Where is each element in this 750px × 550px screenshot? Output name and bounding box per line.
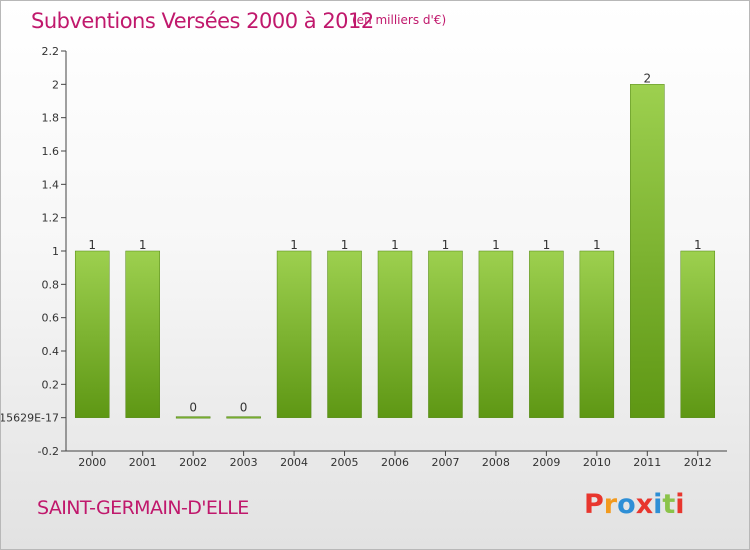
y-tick-label: 1.6 bbox=[42, 145, 60, 158]
chart-axes: -0.2 -15629E-17 0.2 0.4 0.6 0.8 1 1.2 1.4 1.6 1.8 2… bbox=[1, 45, 727, 469]
chart-title: Subventions Versées 2000 à 2012 bbox=[31, 9, 374, 33]
logo-letter: P bbox=[584, 489, 604, 520]
data-label: 1 bbox=[593, 238, 601, 252]
y-tick-label: 2.2 bbox=[42, 45, 60, 58]
data-label: 1 bbox=[391, 238, 399, 252]
data-label: 1 bbox=[442, 238, 450, 252]
logo-letter: t bbox=[662, 489, 676, 520]
x-tick-label: 2005 bbox=[331, 456, 359, 469]
commune-name: SAINT-GERMAIN-D'ELLE bbox=[37, 497, 249, 519]
logo-letter: x bbox=[635, 489, 654, 520]
bar bbox=[478, 250, 514, 418]
data-label: 1 bbox=[694, 238, 702, 252]
y-tick-label: 1.8 bbox=[42, 112, 60, 125]
x-tick-label: 2011 bbox=[633, 456, 661, 469]
bar bbox=[74, 250, 110, 418]
bar bbox=[630, 84, 665, 418]
bar bbox=[377, 250, 413, 418]
x-tick-label: 2004 bbox=[280, 456, 308, 469]
logo-letter: o bbox=[617, 489, 636, 520]
data-label: 1 bbox=[88, 238, 96, 252]
y-tick-label: 1.2 bbox=[42, 212, 60, 225]
data-label: 1 bbox=[290, 238, 298, 252]
logo-letter: r bbox=[603, 489, 618, 520]
bar bbox=[680, 250, 716, 418]
bar bbox=[428, 250, 463, 418]
chart-labels: 1 1 0 0 1 1 1 1 1 1 1 2 1 bbox=[88, 71, 701, 414]
data-label: 1 bbox=[492, 238, 500, 252]
bar bbox=[579, 250, 615, 418]
logo-letter: i bbox=[675, 489, 685, 520]
bar bbox=[529, 250, 564, 418]
logo-letter: i bbox=[653, 489, 663, 520]
y-tick-label: 0.6 bbox=[42, 312, 60, 325]
bar bbox=[276, 250, 312, 418]
x-tick-label: 2006 bbox=[381, 456, 409, 469]
proxiti-logo[interactable]: Proxiti bbox=[584, 489, 685, 520]
y-tick-label: -0.2 bbox=[38, 445, 59, 458]
x-tick-label: 2008 bbox=[482, 456, 510, 469]
bar bbox=[125, 250, 160, 418]
y-tick-label: 0.8 bbox=[42, 278, 60, 291]
x-tick-label: 2000 bbox=[78, 456, 106, 469]
data-label: 1 bbox=[543, 238, 551, 252]
y-tick-label: 0.2 bbox=[42, 378, 60, 391]
x-tick-label: 2002 bbox=[179, 456, 207, 469]
bar bbox=[226, 416, 261, 419]
x-tick-label: 2009 bbox=[532, 456, 560, 469]
y-tick-label: 1.4 bbox=[42, 178, 60, 191]
x-tick-label: 2003 bbox=[230, 456, 258, 469]
data-label: 1 bbox=[341, 238, 349, 252]
y-tick-label: 0.4 bbox=[42, 345, 60, 358]
bar bbox=[327, 250, 362, 418]
data-label: 0 bbox=[240, 401, 248, 415]
data-label: 1 bbox=[139, 238, 147, 252]
chart-unit-note: (en milliers d'€) bbox=[352, 13, 447, 27]
x-tick-label: 2001 bbox=[129, 456, 157, 469]
x-tick-label: 2007 bbox=[431, 456, 459, 469]
x-tick-label: 2012 bbox=[684, 456, 712, 469]
y-tick-label: 2 bbox=[52, 78, 59, 91]
bar bbox=[175, 416, 211, 419]
x-tick-label: 2010 bbox=[583, 456, 611, 469]
data-label: 0 bbox=[189, 401, 197, 415]
data-label: 2 bbox=[643, 71, 651, 85]
chart-bars bbox=[74, 84, 716, 419]
y-tick-label: 1 bbox=[52, 245, 59, 258]
y-tick-label: -15629E-17 bbox=[1, 412, 59, 425]
